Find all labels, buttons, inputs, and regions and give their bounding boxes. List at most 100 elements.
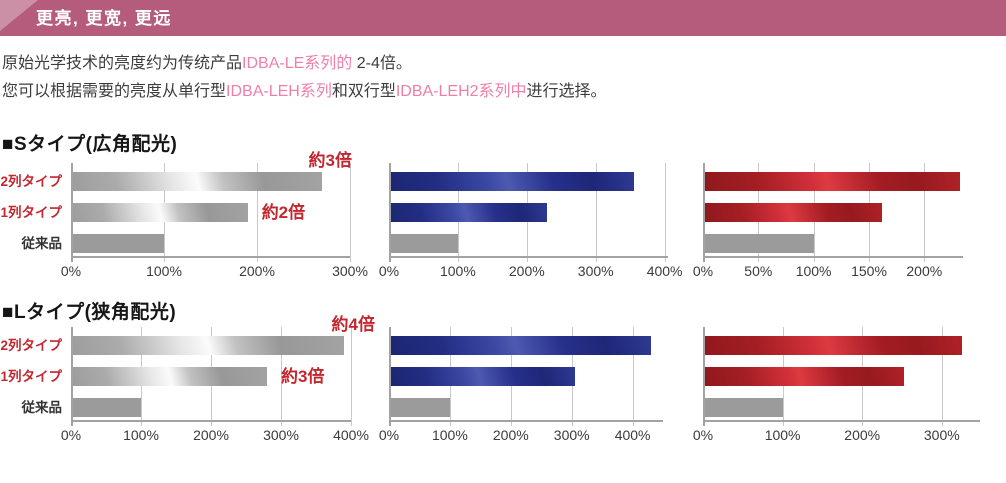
annotation-multiplier: 約2倍 xyxy=(261,203,306,222)
x-tick-label: 400% xyxy=(646,263,683,279)
x-tick-label: 0% xyxy=(378,427,400,443)
bar-2列タイプ xyxy=(705,172,960,191)
chart-s-type-blue: 0% 100% 200% 300% 400% xyxy=(379,163,683,279)
intro-text: 和双行型 xyxy=(331,83,396,100)
x-axis-line xyxy=(703,256,963,258)
y-axis-line xyxy=(389,327,391,426)
bar-1列タイプ xyxy=(705,367,905,386)
x-tick-label: 300% xyxy=(577,263,614,279)
gridline xyxy=(664,163,666,262)
x-tick-label: 100% xyxy=(764,427,801,443)
intro-paragraph: 原始光学技术的亮度约为传统产品IDBA-LE系列的 2-4倍。 您可以根据需要的… xyxy=(2,50,607,106)
bar-2列タイプ xyxy=(705,336,962,355)
x-axis-line xyxy=(71,420,351,422)
x-tick-label: 100% xyxy=(439,263,476,279)
x-tick-label: 50% xyxy=(744,263,773,279)
annotation-multiplier: 約3倍 xyxy=(308,151,352,170)
intro-text: 原始光学技术的亮度约为传统产品 xyxy=(2,55,243,72)
bar-1列タイプ xyxy=(73,367,267,386)
row-label: 従来品 xyxy=(21,400,63,415)
bar-2列タイプ xyxy=(73,336,344,355)
row-label: 2列タイプ xyxy=(0,174,62,189)
intro-text: 2-4倍。 xyxy=(352,55,412,72)
gridline xyxy=(281,327,282,426)
x-tick-label: 150% xyxy=(851,263,887,279)
y-axis-line xyxy=(71,327,73,426)
row-label: 1列タイプ xyxy=(0,205,62,220)
gridline xyxy=(941,327,943,426)
row-label: 従来品 xyxy=(21,236,63,251)
x-tick-label: 200% xyxy=(193,427,229,443)
row-label: 1列タイプ xyxy=(0,369,62,384)
header-banner: 更亮, 更宽, 更远 xyxy=(0,0,1006,36)
chart-l-type-blue: 0% 100% 200% 300% 400% xyxy=(379,327,663,443)
x-tick-label: 300% xyxy=(553,427,590,443)
row-label: 2列タイプ xyxy=(0,338,62,353)
gridline xyxy=(257,163,258,262)
y-axis-line xyxy=(703,327,705,426)
y-axis-line xyxy=(703,163,705,262)
x-tick-label: 100% xyxy=(123,427,159,443)
chart-l-type-red: 0% 100% 200% 300% xyxy=(693,327,980,443)
bar-従来品 xyxy=(391,234,458,253)
intro-text: 进行选择。 xyxy=(526,83,607,100)
x-tick-label: 100% xyxy=(795,263,832,279)
x-tick-label: 300% xyxy=(263,427,299,443)
intro-line-1: 原始光学技术的亮度约为传统产品IDBA-LE系列的 2-4倍。 xyxy=(2,50,607,78)
x-tick-label: 300% xyxy=(923,427,960,443)
gridline xyxy=(924,163,926,262)
x-tick-label: 300% xyxy=(332,263,368,279)
gridline xyxy=(350,163,351,262)
annotation-multiplier: 約3倍 xyxy=(281,367,325,386)
x-tick-label: 400% xyxy=(333,427,369,443)
bar-2列タイプ xyxy=(391,172,634,191)
chart-s-type-silver: 0% 100% 200% 300% 2列タイプ 1列タイプ従来品 約3倍約2倍 xyxy=(0,151,367,279)
x-tick-label: 200% xyxy=(492,427,529,443)
bar-従来品 xyxy=(391,398,450,417)
x-tick-label: 400% xyxy=(614,427,651,443)
bar-1列タイプ xyxy=(391,367,575,386)
product-name-idba-leh: IDBA-LEH系列 xyxy=(226,83,332,100)
x-tick-label: 200% xyxy=(844,427,881,443)
intro-text: 您可以根据需要的亮度从单行型 xyxy=(2,83,227,100)
bar-2列タイプ xyxy=(73,172,323,191)
x-tick-label: 0% xyxy=(60,263,82,279)
x-tick-label: 0% xyxy=(378,263,400,279)
y-axis-line xyxy=(71,163,73,262)
gridline xyxy=(351,327,352,426)
x-tick-label: 100% xyxy=(431,427,468,443)
bar-1列タイプ xyxy=(391,203,548,222)
bar-従来品 xyxy=(73,398,141,417)
product-name-idba-leh2: IDBA-LEH2系列中 xyxy=(395,83,527,100)
x-axis-line xyxy=(703,420,980,422)
corner-accent-decoration xyxy=(0,0,38,31)
x-tick-label: 200% xyxy=(508,263,545,279)
gridline xyxy=(595,163,597,262)
x-axis-line xyxy=(389,420,663,422)
bar-2列タイプ xyxy=(391,336,651,355)
bar-1列タイプ xyxy=(705,203,883,222)
x-tick-label: 200% xyxy=(906,263,943,279)
x-tick-label: 0% xyxy=(692,427,714,443)
x-axis-line xyxy=(389,256,668,258)
bar-1列タイプ xyxy=(73,203,248,222)
chart-s-type-red: 0% 50% 100% 150% 200% xyxy=(693,163,963,279)
intro-line-2: 您可以根据需要的亮度从单行型IDBA-LEH系列和双行型IDBA-LEH2系列中… xyxy=(2,78,607,106)
chart-l-type-silver: 0% 100% 200% 300% 400% 2列タイプ 1列タイプ従来品 約4倍約3倍 xyxy=(0,315,375,443)
x-tick-label: 0% xyxy=(60,427,82,443)
gridline xyxy=(632,327,634,426)
bar-従来品 xyxy=(705,234,814,253)
x-tick-label: 0% xyxy=(692,263,714,279)
section-title-l-type-narrow-angle: ■Lタイプ(狭角配光) xyxy=(2,302,177,323)
section-title-s-type-wide-angle: ■Sタイプ(広角配光) xyxy=(2,134,178,155)
x-tick-label: 100% xyxy=(146,263,182,279)
page-title: 更亮, 更宽, 更远 xyxy=(36,9,172,28)
x-tick-label: 200% xyxy=(239,263,275,279)
annotation-multiplier: 約4倍 xyxy=(331,315,375,334)
x-axis-line xyxy=(71,256,350,258)
bar-従来品 xyxy=(705,398,783,417)
product-name-idba-le: IDBA-LE系列的 xyxy=(242,55,353,72)
bar-従来品 xyxy=(73,234,164,253)
y-axis-line xyxy=(389,163,391,262)
